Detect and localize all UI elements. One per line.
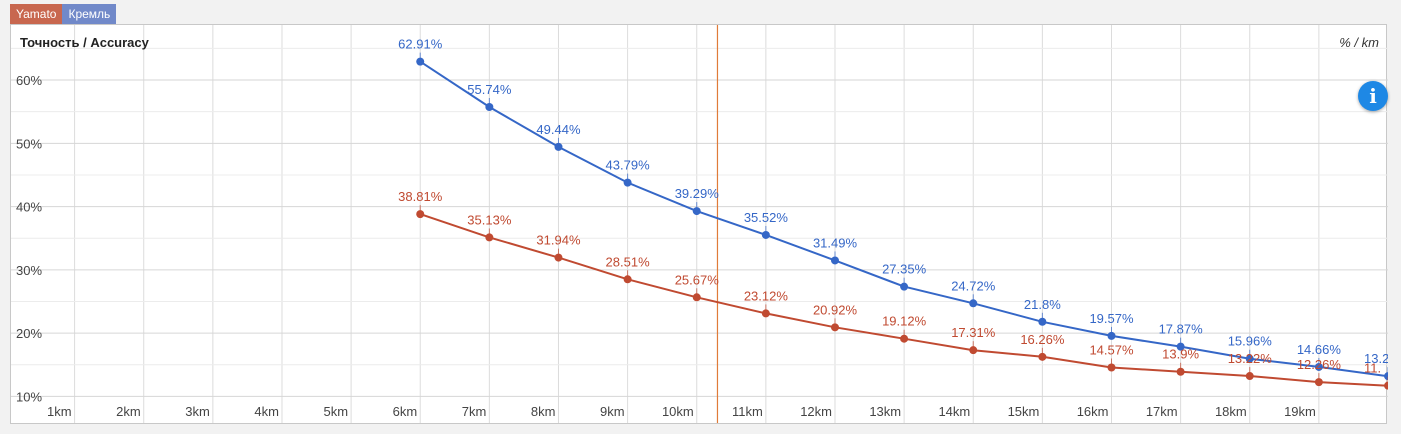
x-tick-label: 12km <box>800 404 832 419</box>
chart-title: Точность / Accuracy <box>20 35 150 50</box>
x-tick-label: 17km <box>1146 404 1178 419</box>
data-point <box>1176 342 1185 351</box>
data-label: 20.92% <box>813 302 858 317</box>
data-label: 13.9% <box>1162 347 1199 362</box>
x-tick-label: 4km <box>254 404 279 419</box>
data-point <box>830 256 839 265</box>
x-tick-label: 16km <box>1077 404 1109 419</box>
x-tick-label: 6km <box>393 404 418 419</box>
chart-grid <box>11 25 1388 423</box>
unit-label: % / km <box>1339 35 1379 50</box>
data-point <box>1245 372 1254 381</box>
x-tick-label: 7km <box>462 404 487 419</box>
x-tick-label: 8km <box>531 404 556 419</box>
data-label: 21.8% <box>1024 297 1061 312</box>
data-label: 23.12% <box>744 288 789 303</box>
x-axis-ticks: 1km 2km 3km 4km 5km 6km 7km 8km 9km 10km 11km 12km 1… <box>47 404 1316 419</box>
data-label: 62.91% <box>398 37 443 52</box>
data-point <box>1384 372 1388 381</box>
data-label: 19.57% <box>1089 311 1134 326</box>
data-point <box>830 323 839 332</box>
data-label: 49.44% <box>536 122 581 137</box>
y-tick-label: 60% <box>16 73 42 88</box>
data-point <box>554 142 563 151</box>
data-label: 11. <box>1364 361 1381 376</box>
series-tabs: Yamato Кремль <box>10 4 117 24</box>
data-label: 14.57% <box>1089 343 1134 358</box>
data-point <box>416 210 425 219</box>
series-yamato: 38.81% 35.13% 31.94% 28.51% 25.67% 23.12% 20.9… <box>398 189 1388 390</box>
x-tick-label: 2km <box>116 404 141 419</box>
data-point <box>761 230 770 239</box>
data-point <box>554 253 563 262</box>
data-label: 25.67% <box>675 272 720 287</box>
x-tick-label: 19km <box>1284 404 1316 419</box>
x-tick-label: 13km <box>869 404 901 419</box>
y-axis-ticks: 10% 20% 30% 40% 50% 60% <box>16 73 42 404</box>
data-label: 35.13% <box>467 212 512 227</box>
data-point <box>623 178 632 187</box>
data-point <box>692 293 701 302</box>
y-tick-label: 40% <box>16 200 42 215</box>
y-tick-label: 10% <box>16 389 42 404</box>
data-point <box>1107 331 1116 340</box>
data-label: 35.52% <box>744 210 789 225</box>
data-point <box>1038 352 1047 361</box>
tab-kreml[interactable]: Кремль <box>62 4 117 24</box>
x-tick-label: 10km <box>662 404 694 419</box>
info-icon[interactable]: i <box>1358 81 1388 111</box>
data-label: 13.2 <box>1364 351 1388 366</box>
data-label: 39.29% <box>675 186 720 201</box>
x-tick-label: 18km <box>1215 404 1247 419</box>
data-label: 16.26% <box>1020 332 1065 347</box>
data-label: 24.72% <box>951 278 996 293</box>
data-label: 13.22% <box>1228 351 1273 366</box>
tab-yamato[interactable]: Yamato <box>10 4 63 24</box>
data-label: 17.31% <box>951 325 996 340</box>
accuracy-chart: 1km 2km 3km 4km 5km 6km 7km 8km 9km 10km 11km 12km 1… <box>11 25 1388 423</box>
data-point <box>623 275 632 284</box>
x-tick-label: 9km <box>600 404 625 419</box>
chart-panel: 1km 2km 3km 4km 5km 6km 7km 8km 9km 10km 11km 12km 1… <box>10 24 1388 424</box>
x-tick-label: 11km <box>732 404 763 419</box>
data-label: 28.51% <box>606 254 651 269</box>
data-label: 31.94% <box>536 233 581 248</box>
x-tick-label: 5km <box>324 404 349 419</box>
x-tick-label: 14km <box>938 404 970 419</box>
data-point <box>1245 354 1254 363</box>
data-point <box>969 299 978 308</box>
data-label: 19.12% <box>882 314 927 329</box>
data-point <box>416 57 425 66</box>
data-point <box>900 282 909 291</box>
data-label: 31.49% <box>813 235 858 250</box>
data-point <box>761 309 770 318</box>
series-layer: 62.91% 55.74% 49.44% 43.79% 39.29% 35.52% 31.4… <box>398 37 1388 390</box>
data-point <box>969 346 978 355</box>
data-label: 14.66% <box>1297 342 1342 357</box>
series-kreml: 62.91% 55.74% 49.44% 43.79% 39.29% 35.52% 31.4… <box>398 37 1388 381</box>
data-label: 12.26% <box>1297 357 1342 372</box>
x-tick-label: 3km <box>185 404 210 419</box>
data-label: 17.87% <box>1159 322 1204 337</box>
y-tick-label: 30% <box>16 263 42 278</box>
data-label: 38.81% <box>398 189 443 204</box>
data-point <box>1038 317 1047 326</box>
y-tick-label: 50% <box>16 136 42 151</box>
data-label: 55.74% <box>467 82 512 97</box>
data-point <box>485 103 494 112</box>
data-point <box>900 334 909 343</box>
data-point <box>485 233 494 242</box>
data-label: 15.96% <box>1228 334 1273 349</box>
data-point <box>1314 362 1323 371</box>
data-label: 43.79% <box>606 158 651 173</box>
x-tick-label: 1km <box>47 404 72 419</box>
data-point <box>692 207 701 216</box>
data-point <box>1384 381 1388 390</box>
y-tick-label: 20% <box>16 326 42 341</box>
data-label: 27.35% <box>882 262 927 277</box>
data-point <box>1107 363 1116 372</box>
x-tick-label: 15km <box>1008 404 1040 419</box>
data-point <box>1314 378 1323 387</box>
data-point <box>1176 367 1185 376</box>
